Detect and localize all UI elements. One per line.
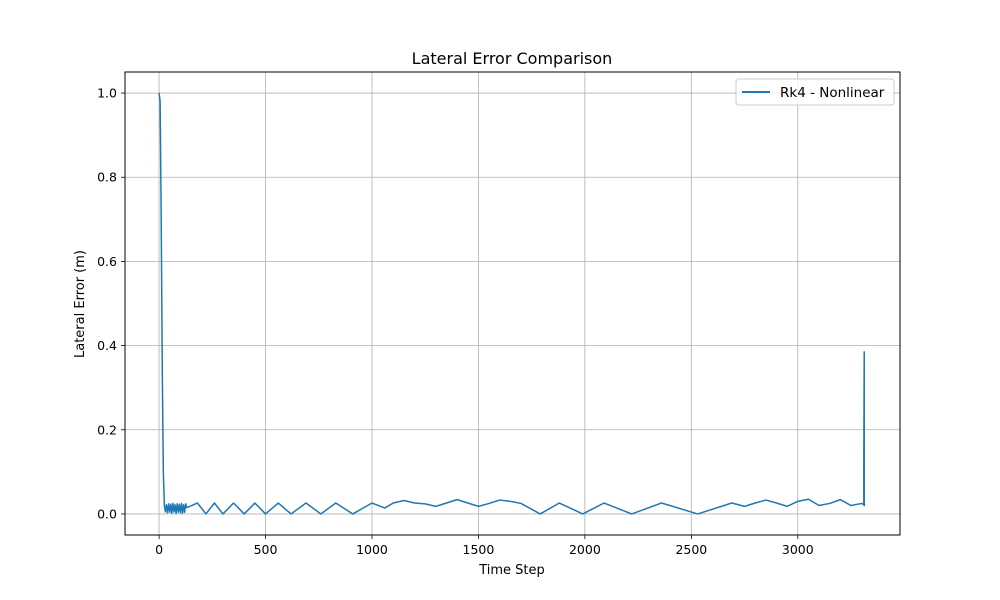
legend: Rk4 - Nonlinear [735,78,895,106]
x-tick-label: 500 [254,542,278,557]
y-tick-label: 0.2 [97,422,117,437]
y-tick-label: 0.0 [97,506,117,521]
x-tick-label: 1000 [356,542,388,557]
x-tick-label: 1500 [463,542,495,557]
series-line [158,92,866,515]
legend-box [735,78,895,106]
y-tick-label: 0.8 [97,170,117,185]
x-tick-label: 2500 [675,542,707,557]
tick-marks: 0 500 1000 1500 2000 2500 3000 0.0 0.2 0.4 0.6 0.8 1… [97,86,814,557]
legend-label: Rk4 - Nonlinear [780,85,885,101]
x-tick-label: 0 [155,542,163,557]
chart-title: Lateral Error Comparison [412,49,613,68]
y-tick-label: 1.0 [97,86,117,101]
series-layer [158,92,866,515]
x-axis-label: Time Step [478,563,545,578]
y-axis-label: Lateral Error (m) [73,250,88,358]
x-tick-label: 2000 [569,542,601,557]
y-tick-label: 0.4 [97,338,117,353]
y-tick-label: 0.6 [97,254,117,269]
x-tick-label: 3000 [782,542,814,557]
grid-lines [125,72,900,535]
plot-frame [124,71,901,536]
